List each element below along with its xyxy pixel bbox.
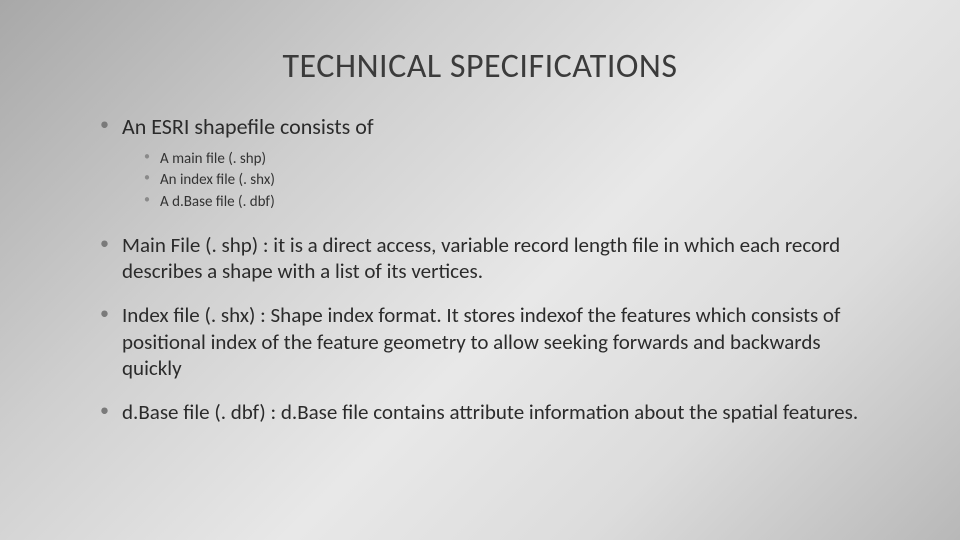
sub-bullet-item: A main file (. shp) bbox=[144, 149, 860, 171]
sub-bullet-list: A main file (. shp) An index file (. shx… bbox=[122, 149, 860, 214]
sub-bullet-item: An index file (. shx) bbox=[144, 170, 860, 192]
bullet-text: An ESRI shapefile consists of bbox=[122, 113, 374, 140]
bullet-text: Main File (. shp) : it is a direct acces… bbox=[122, 232, 840, 284]
bullet-text: d.Base file (. dbf) : d.Base file contai… bbox=[122, 399, 858, 425]
bullet-item: An ESRI shapefile consists of A main fil… bbox=[100, 113, 860, 214]
sub-bullet-item: A d.Base file (. dbf) bbox=[144, 192, 860, 214]
bullet-list: An ESRI shapefile consists of A main fil… bbox=[100, 113, 860, 425]
bullet-item: Main File (. shp) : it is a direct acces… bbox=[100, 232, 860, 285]
bullet-text: Index file (. shx) : Shape index format.… bbox=[122, 302, 840, 381]
bullet-item: Index file (. shx) : Shape index format.… bbox=[100, 302, 860, 381]
slide: TECHNICAL SPECIFICATIONS An ESRI shapefi… bbox=[0, 0, 960, 540]
bullet-item: d.Base file (. dbf) : d.Base file contai… bbox=[100, 399, 860, 425]
slide-title: TECHNICAL SPECIFICATIONS bbox=[100, 46, 860, 87]
